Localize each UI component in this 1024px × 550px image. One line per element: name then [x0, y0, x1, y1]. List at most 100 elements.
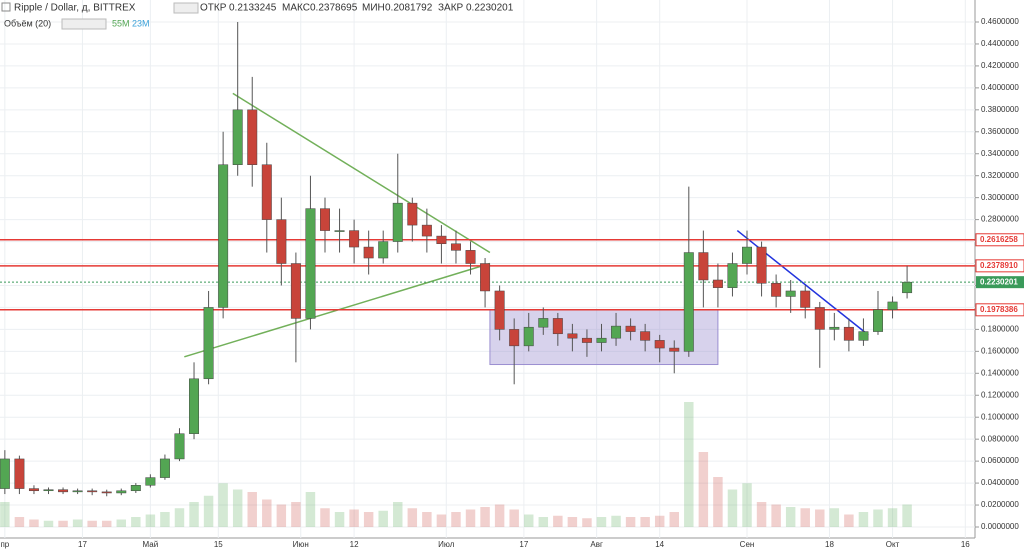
y-tick-label: 0.1200000 — [981, 390, 1019, 399]
volume-bar — [873, 509, 883, 527]
candle-body — [28, 488, 39, 492]
candle-body — [785, 290, 796, 297]
candle-body — [130, 485, 141, 492]
candle-body — [87, 490, 98, 493]
volume-bar — [669, 512, 679, 527]
candle-body — [174, 433, 185, 460]
volume-bar — [174, 508, 185, 527]
volume-bar — [160, 512, 170, 527]
volume-bar — [291, 502, 301, 527]
collapse-icon[interactable] — [1, 2, 11, 12]
candle-body — [436, 235, 447, 245]
candle-body — [232, 109, 243, 165]
candle-body — [887, 301, 898, 310]
candle-body — [742, 246, 752, 264]
volume-bar — [422, 512, 432, 527]
candle-body — [480, 263, 491, 292]
candle-body — [101, 491, 112, 494]
level-tag — [975, 233, 1024, 247]
candle-body — [290, 263, 301, 319]
volume-bar — [858, 512, 869, 527]
y-tick-label: 0.4600000 — [981, 17, 1019, 26]
x-tick-label: 14 — [655, 540, 664, 549]
x-tick-label: 16 — [961, 540, 970, 549]
volume-title: Объём (20) — [4, 18, 51, 28]
volume-bar — [524, 514, 534, 527]
volume-bar — [72, 519, 83, 527]
candle-body — [538, 318, 549, 328]
volume-bar — [829, 508, 840, 527]
volume-bar — [189, 502, 199, 527]
volume-bar — [232, 489, 243, 527]
volume-bar — [43, 520, 54, 527]
x-tick-label: 12 — [350, 540, 359, 549]
volume-icons[interactable] — [61, 18, 107, 30]
candle-body — [0, 458, 10, 489]
x-tick-label: пр — [0, 540, 9, 549]
x-tick-label: 15 — [214, 540, 223, 549]
volume-bar — [247, 492, 257, 527]
candle-body — [625, 325, 636, 332]
y-tick-label: 0.0200000 — [981, 500, 1019, 509]
volume-bar — [582, 518, 592, 527]
volume-bar — [902, 504, 912, 527]
volume-bar — [713, 477, 723, 527]
y-tick-label: 0.1800000 — [981, 325, 1019, 334]
volume-bar — [611, 515, 621, 527]
candle-body — [378, 241, 389, 259]
toolbar-icons[interactable] — [173, 2, 199, 14]
candle-body — [509, 329, 520, 347]
volume-bar — [203, 495, 214, 527]
candle-body — [407, 202, 418, 226]
volume-bar — [596, 517, 607, 527]
candle-body — [698, 252, 709, 281]
candle-body — [465, 250, 476, 264]
volume-bar — [101, 520, 112, 527]
y-tick-label: 0.4400000 — [981, 39, 1019, 48]
x-tick-label: 17 — [519, 540, 528, 549]
volume-bar — [0, 502, 10, 527]
candle-body — [421, 224, 432, 237]
volume-bar — [553, 515, 563, 527]
ohlc-label: МАКС — [282, 3, 310, 14]
last-price-label: 0.2230201 — [980, 277, 1018, 286]
x-tick-label: Июн — [293, 540, 309, 549]
candle-body — [247, 109, 258, 165]
volume-bar — [800, 508, 810, 527]
volume-bar — [465, 509, 476, 527]
volume-bar — [509, 509, 519, 527]
candle-body — [14, 458, 25, 489]
volume-bar — [407, 508, 418, 527]
candle-body — [363, 246, 374, 259]
volume-bar — [218, 483, 228, 527]
candle-body — [596, 337, 607, 343]
y-tick-label: 0.4200000 — [981, 61, 1019, 70]
candle-body — [858, 331, 869, 341]
candle-body — [305, 208, 316, 319]
candle-body — [611, 325, 622, 339]
volume-bar — [436, 514, 447, 527]
candle-body — [552, 318, 563, 335]
ohlc-value: 0.2378695 — [310, 3, 358, 14]
volume-bar — [262, 499, 272, 527]
candle-body — [843, 326, 854, 341]
volume-ma-label: 23M — [132, 18, 150, 28]
candle-body — [276, 219, 287, 264]
candle-body — [581, 337, 592, 343]
volume-label: 55M — [112, 18, 130, 28]
y-tick-label: 0.0600000 — [981, 456, 1019, 465]
level-label: 0.1978386 — [980, 305, 1018, 314]
volume-bar — [742, 483, 752, 527]
y-tick-label: 0.3200000 — [981, 171, 1019, 180]
volume-bar — [771, 504, 781, 527]
volume-bar — [276, 504, 287, 527]
volume-bar — [131, 517, 141, 527]
y-tick-label: 0.0000000 — [981, 522, 1019, 531]
ohlc-label: ОТКР — [200, 3, 227, 14]
volume-bar — [654, 515, 665, 527]
volume-bar — [378, 510, 388, 527]
y-tick-label: 0.3000000 — [981, 193, 1019, 202]
candle-body — [392, 202, 403, 242]
volume-bar — [363, 512, 374, 527]
candle-body — [72, 490, 83, 493]
